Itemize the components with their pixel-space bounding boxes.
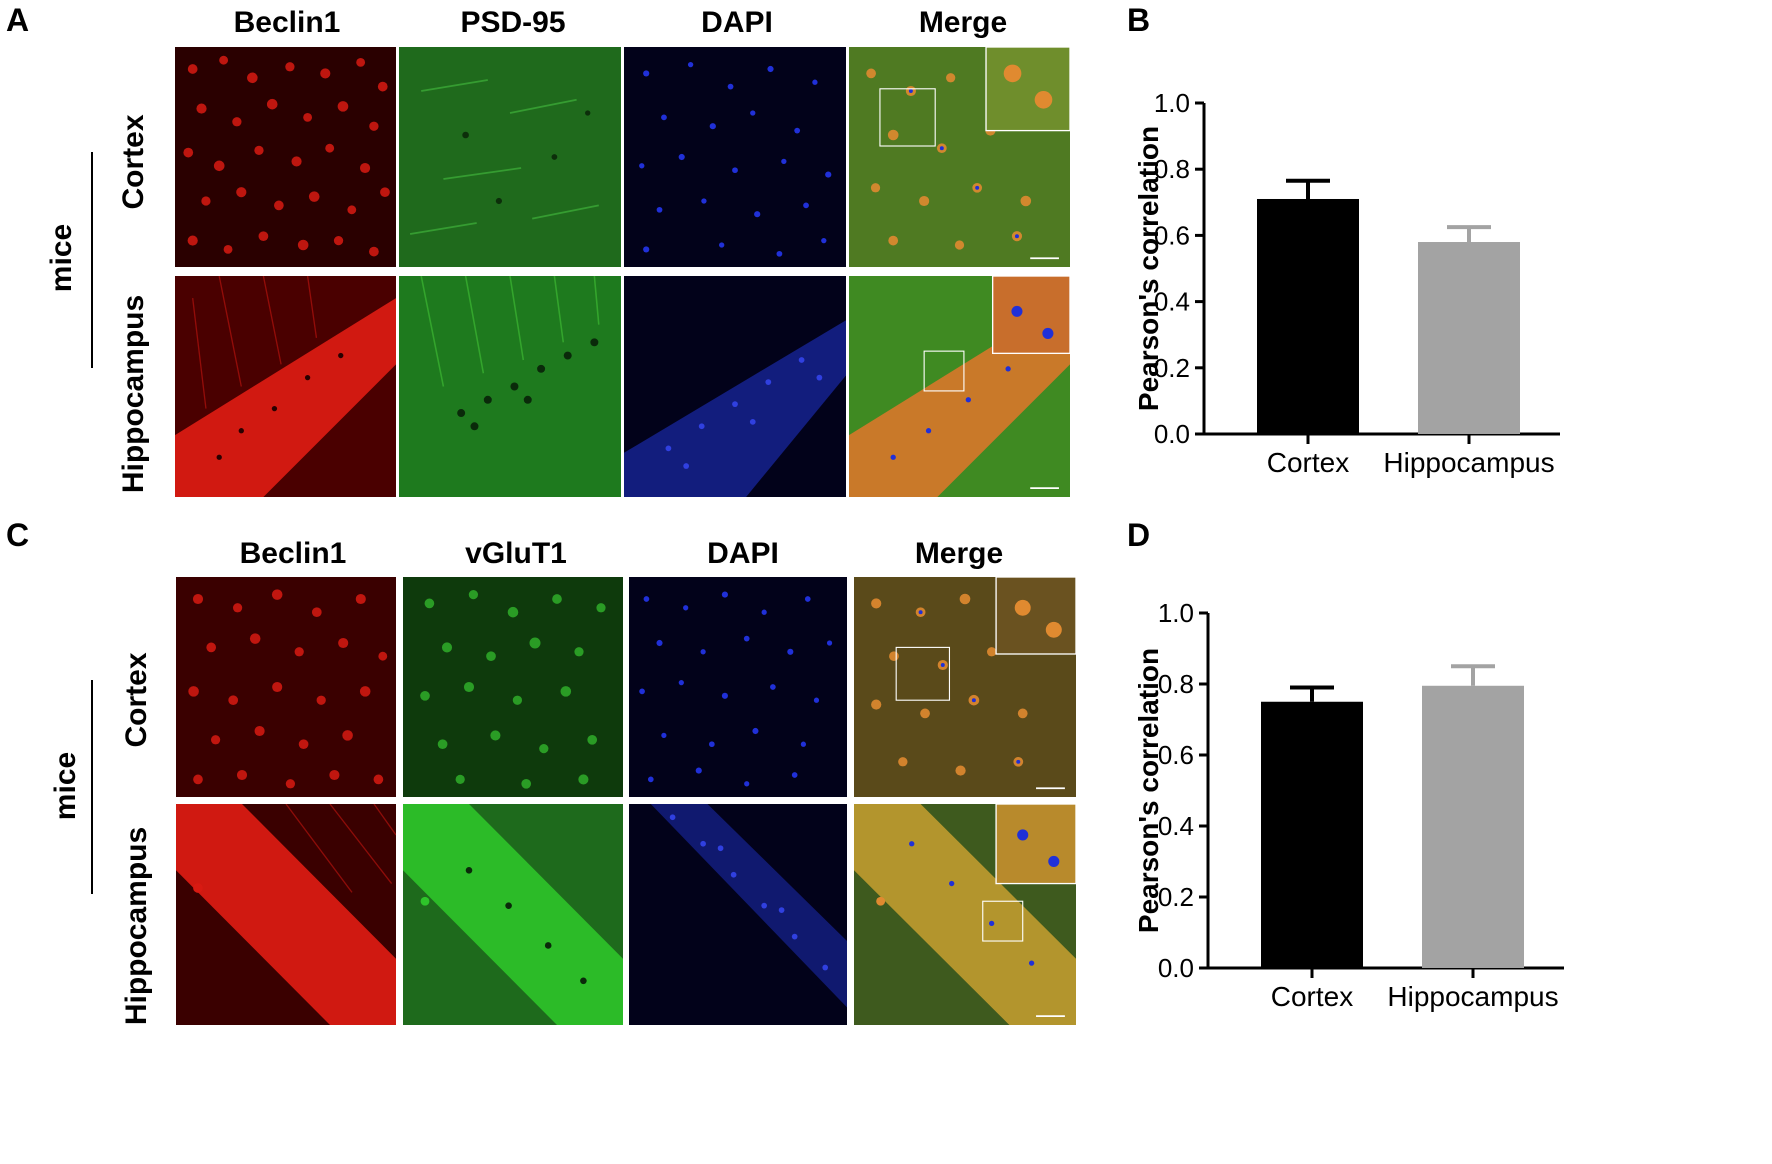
bar-hippocampus	[1418, 242, 1520, 434]
group-divider-line-c	[91, 680, 93, 894]
column-label-beclin1: Beclin1	[233, 6, 341, 39]
micrograph-c-cortex-merge	[854, 577, 1076, 797]
bar-chart-b: 0.0 0.2 0.4 0.6 0.8 1.0 Pearson's correlation C…	[1133, 88, 1560, 478]
micrograph-a-cortex-dapi	[624, 47, 846, 267]
micrograph-a-hippocampus-merge	[849, 276, 1070, 497]
micrograph-c-hippocampus-dapi	[629, 804, 847, 1025]
y-tick-label: 0.4	[1158, 811, 1194, 841]
y-axis-title: Pearson's correlation	[1133, 648, 1164, 933]
column-label-beclin1-c: Beclin1	[239, 537, 347, 570]
micrograph-c-hippocampus-beclin1	[176, 804, 396, 1025]
y-tick-label: 0.6	[1158, 740, 1194, 770]
micrograph-c-hippocampus-merge	[854, 804, 1076, 1025]
row-label-cortex: Cortex	[117, 114, 150, 210]
y-tick-label: 0.4	[1154, 287, 1190, 317]
y-tick-label: 0.8	[1158, 669, 1194, 699]
y-tick-label: 1.0	[1154, 88, 1190, 118]
micrograph-c-cortex-vglut1	[403, 577, 623, 797]
micrograph-c-cortex-beclin1	[176, 577, 396, 797]
column-label-merge-c: Merge	[914, 537, 1004, 570]
column-label-dapi-c: DAPI	[707, 537, 779, 570]
micrograph-a-cortex-psd95	[399, 47, 621, 267]
panel-letter-b: B	[1127, 2, 1151, 38]
panel-letter-d: D	[1127, 517, 1151, 553]
y-axis-title: Pearson's correlation	[1133, 126, 1164, 411]
y-tick-label: 0.0	[1158, 953, 1194, 983]
column-label-dapi: DAPI	[701, 6, 773, 39]
micrograph-c-hippocampus-vglut1	[403, 804, 623, 1025]
bar-hippocampus	[1422, 685, 1524, 968]
column-label-psd95: PSD-95	[460, 6, 566, 39]
x-tick-label: Cortex	[1271, 981, 1353, 1012]
x-tick-label: Hippocampus	[1383, 447, 1554, 478]
micrograph-a-hippocampus-beclin1	[175, 276, 396, 497]
micrograph-c-cortex-dapi	[629, 577, 847, 797]
x-tick-label: Cortex	[1267, 447, 1349, 478]
x-tick-label: Hippocampus	[1387, 981, 1558, 1012]
y-tick-label: 0.2	[1158, 882, 1194, 912]
y-tick-label: 1.0	[1158, 598, 1194, 628]
panel-letter-a: A	[6, 2, 30, 38]
row-label-cortex-c: Cortex	[120, 652, 153, 748]
group-divider-line	[91, 152, 93, 368]
group-label-mice-c: mice	[49, 751, 82, 821]
panel-letter-c: C	[6, 517, 30, 553]
group-label-mice: mice	[45, 223, 78, 293]
row-label-hippocampus-c: Hippocampus	[120, 826, 153, 1026]
bar-chart-d: 0.0 0.2 0.4 0.6 0.8 1.0 Pearson's correlation C…	[1133, 598, 1564, 1012]
column-label-merge: Merge	[918, 6, 1008, 39]
bar-cortex	[1261, 701, 1363, 968]
micrograph-a-hippocampus-dapi	[624, 276, 846, 497]
y-tick-label: 0.2	[1154, 353, 1190, 383]
row-label-hippocampus: Hippocampus	[117, 294, 150, 494]
bar-cortex	[1257, 198, 1359, 434]
y-tick-label: 0.0	[1154, 419, 1190, 449]
y-tick-label: 0.6	[1154, 220, 1190, 250]
column-label-vglut1: vGluT1	[465, 537, 567, 570]
y-tick-label: 0.8	[1154, 154, 1190, 184]
micrograph-a-cortex-beclin1	[175, 47, 396, 267]
micrograph-a-hippocampus-psd95	[399, 276, 621, 497]
micrograph-a-cortex-merge	[849, 47, 1070, 267]
